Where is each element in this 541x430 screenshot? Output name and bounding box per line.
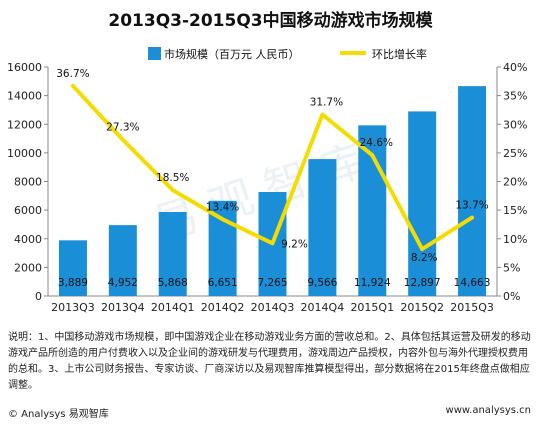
y-right-tick-label: 5% [503,261,520,274]
x-tick-label: 2014Q3 [251,301,295,314]
y-right-tick-label: 0% [503,290,520,303]
growth-point [320,113,324,117]
y-right-tick-label: 40% [503,61,527,74]
bar-value-label: 12,897 [404,277,441,289]
chart: 易观智库020004000600080001000012000140001600… [7,47,527,314]
y-left-tick-label: 10000 [7,147,42,160]
y-left-tick-label: 14000 [7,90,42,103]
chart-title: 2013Q3-2015Q3中国移动游戏市场规模 [108,11,433,31]
bar-value-label: 3,889 [58,277,88,289]
bar-value-label: 11,924 [354,277,391,289]
y-left-tick-label: 16000 [7,61,42,74]
x-tick-label: 2014Q1 [151,301,195,314]
growth-point [71,84,75,88]
growth-point [121,138,125,142]
growth-value-label: 8.2% [411,252,438,264]
legend-bar-swatch [148,47,161,60]
growth-value-label: 24.6% [360,137,393,149]
y-left-tick-label: 4000 [14,233,42,246]
y-left-tick-label: 0 [35,290,42,303]
growth-value-label: 27.3% [106,122,139,134]
y-right-tick-label: 25% [503,147,527,160]
bar-value-label: 5,868 [158,277,188,289]
x-tick-label: 2013Q4 [101,301,145,314]
y-right-tick-label: 30% [503,118,527,131]
bar [458,86,487,297]
x-tick-label: 2014Q4 [301,301,345,314]
growth-point [221,217,225,221]
growth-value-label: 9.2% [281,238,308,250]
bar [108,225,137,296]
legend-line-label: 环比增长率 [372,47,427,61]
y-left-tick-label: 12000 [7,118,42,131]
growth-point [171,188,175,192]
x-tick-label: 2014Q2 [201,301,245,314]
bar [308,159,337,296]
chart-note: 说明：1、中国移动游戏市场规模，即中国游戏企业在移动游戏业务方面的营收总和。2、… [8,332,531,391]
x-tick-label: 2013Q3 [51,301,95,314]
y-right-tick-label: 35% [503,90,527,103]
growth-point [370,153,374,157]
growth-value-label: 13.7% [455,200,488,212]
y-left-tick-label: 6000 [14,204,42,217]
growth-point [470,216,474,220]
growth-value-label: 13.4% [206,201,239,213]
bar-value-label: 4,952 [108,277,138,289]
bar [58,240,87,296]
bar-value-label: 14,663 [454,277,491,289]
growth-value-label: 18.5% [156,172,189,184]
y-left-tick-label: 2000 [14,261,42,274]
growth-point [420,247,424,251]
growth-value-label: 31.7% [310,97,343,109]
x-tick-label: 2015Q1 [350,301,394,314]
legend-bar-label: 市场规模（百万元 人民币） [164,47,300,61]
bar [158,212,187,296]
x-tick-label: 2015Q3 [450,301,494,314]
bar-value-label: 9,566 [307,277,337,289]
growth-value-label: 36.7% [56,68,89,80]
footer-source: © Analysys 易观智库 [8,409,109,420]
bar [408,111,437,297]
growth-point [271,241,274,245]
bar-value-label: 6,651 [208,277,238,289]
y-right-tick-label: 20% [503,176,527,189]
bar-value-label: 7,265 [257,277,287,289]
y-left-tick-label: 8000 [14,176,42,189]
y-right-tick-label: 10% [503,233,527,246]
y-right-tick-label: 15% [503,204,527,217]
bar [358,125,387,296]
x-tick-label: 2015Q2 [400,301,444,314]
footer-url: www.analysys.cn [445,405,531,416]
bar [208,200,237,296]
